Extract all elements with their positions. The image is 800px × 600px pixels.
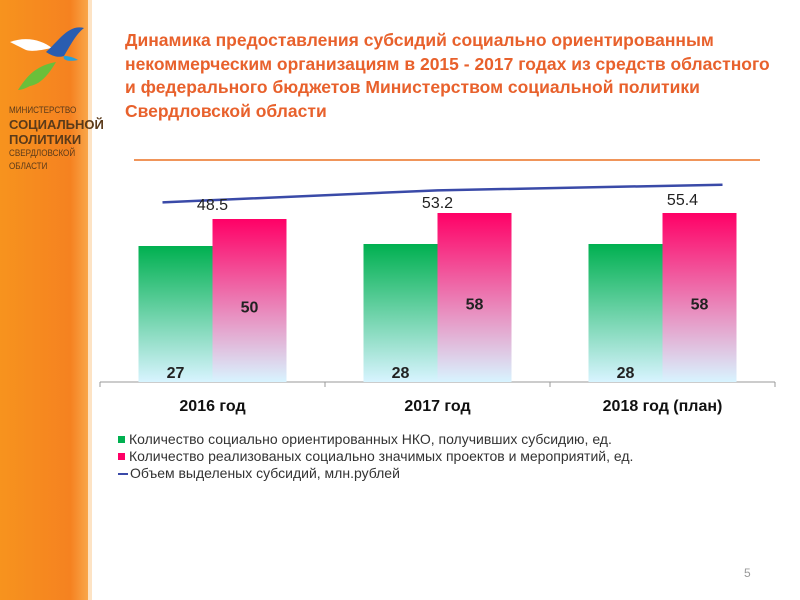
legend-swatch-green	[118, 436, 125, 443]
chart-legend: Количество социально ориентированных НКО…	[118, 431, 633, 482]
data-label-projects: 50	[241, 300, 259, 317]
data-label-projects: 58	[691, 297, 709, 314]
bar-projects-count	[212, 219, 287, 382]
legend-label: Объем выделеных субсидий, млн.рублей	[130, 465, 400, 481]
legend-swatch-pink	[118, 453, 125, 460]
bar-nko-count	[363, 244, 438, 382]
data-label-nko: 28	[617, 365, 635, 382]
legend-item: Объем выделеных субсидий, млн.рублей	[118, 465, 633, 482]
bar-projects-count	[662, 213, 737, 382]
data-label-subsidy: 48.5	[197, 197, 228, 214]
ministry-line: МИНИСТЕРСТВО	[9, 105, 77, 116]
page-number: 5	[744, 566, 751, 580]
ministry-line: ОБЛАСТИ	[9, 161, 48, 172]
data-label-projects: 58	[466, 297, 484, 314]
data-label-subsidy: 53.2	[422, 195, 453, 212]
title-divider	[134, 159, 760, 161]
ministry-line: ПОЛИТИКИ	[9, 132, 82, 147]
ministry-logo-bird-icon	[10, 27, 84, 90]
sidebar-edge	[88, 0, 92, 600]
x-tick-label: 2017 год	[404, 398, 470, 415]
slide-title: Динамика предоставления субсидий социаль…	[125, 30, 770, 121]
legend-item: Количество социально ориентированных НКО…	[118, 431, 633, 448]
data-label-nko: 27	[167, 365, 185, 382]
data-label-nko: 28	[392, 365, 410, 382]
sidebar-brand-panel	[0, 0, 88, 600]
bar-projects-count	[437, 213, 512, 382]
legend-label: Количество реализованых социально значим…	[129, 448, 634, 464]
ministry-line: СОЦИАЛЬНОЙ	[9, 117, 104, 132]
legend-label: Количество социально ориентированных НКО…	[129, 431, 612, 447]
bar-nko-count	[138, 246, 213, 382]
x-tick-label: 2016 год	[179, 398, 245, 415]
bar-nko-count	[588, 244, 663, 382]
legend-item: Количество реализованых социально значим…	[118, 448, 633, 465]
legend-swatch-line	[118, 472, 128, 475]
data-label-subsidy: 55.4	[667, 192, 698, 209]
ministry-line: СВЕРДЛОВСКОЙ	[9, 148, 76, 159]
ministry-name: МИНИСТЕРСТВО СОЦИАЛЬНОЙ ПОЛИТИКИ СВЕРДЛО…	[9, 104, 104, 173]
x-tick-label: 2018 год (план)	[603, 398, 723, 415]
